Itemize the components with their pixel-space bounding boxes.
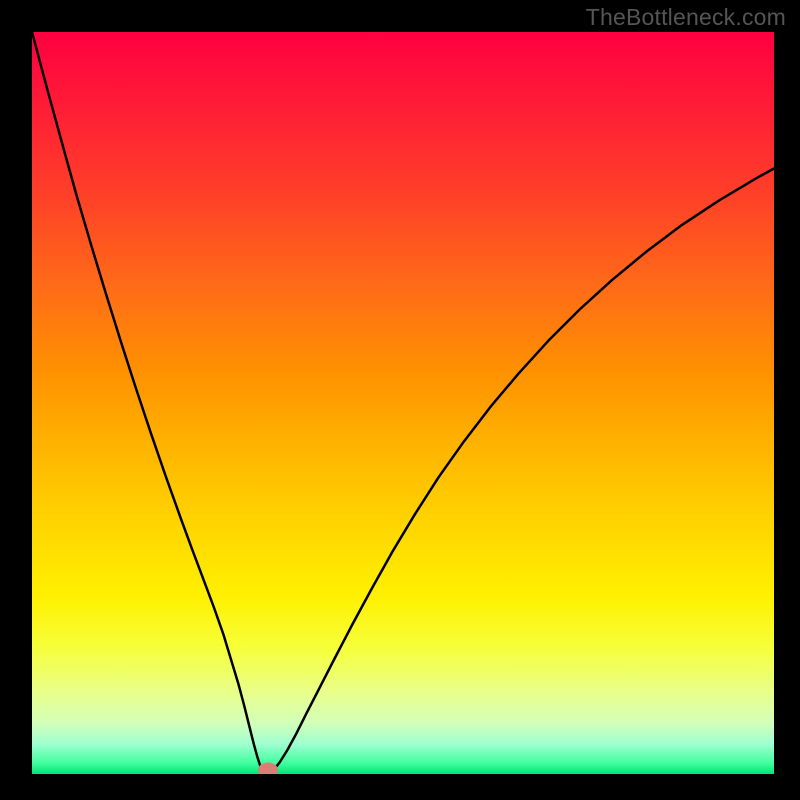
plot-background	[32, 32, 774, 774]
chart-root: { "watermark": "TheBottleneck.com", "can…	[0, 0, 800, 800]
chart-canvas	[0, 0, 800, 800]
watermark-text: TheBottleneck.com	[586, 4, 786, 31]
